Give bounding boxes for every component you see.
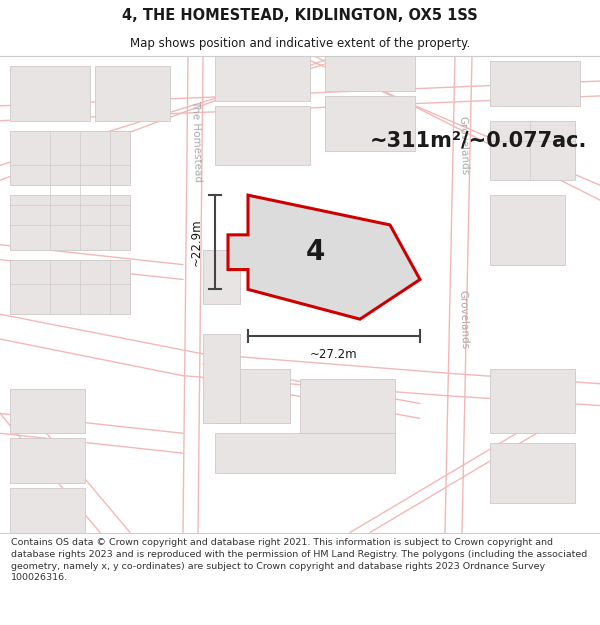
Polygon shape <box>10 488 85 532</box>
Text: Map shows position and indicative extent of the property.: Map shows position and indicative extent… <box>130 38 470 51</box>
Polygon shape <box>300 379 395 433</box>
Polygon shape <box>215 433 395 473</box>
Text: Grovelands: Grovelands <box>457 289 469 349</box>
Polygon shape <box>10 66 90 121</box>
Polygon shape <box>215 106 310 166</box>
Polygon shape <box>10 259 130 314</box>
Text: 4, THE HOMESTEAD, KIDLINGTON, OX5 1SS: 4, THE HOMESTEAD, KIDLINGTON, OX5 1SS <box>122 8 478 23</box>
Polygon shape <box>325 56 415 91</box>
Polygon shape <box>203 334 240 423</box>
Polygon shape <box>215 56 310 101</box>
Polygon shape <box>490 61 580 106</box>
Text: ~27.2m: ~27.2m <box>310 348 358 361</box>
Text: ~22.9m: ~22.9m <box>190 219 203 266</box>
Polygon shape <box>490 369 575 433</box>
Polygon shape <box>490 195 565 264</box>
Polygon shape <box>490 121 575 180</box>
Text: 4: 4 <box>306 239 326 266</box>
Text: The Homestead: The Homestead <box>190 99 202 182</box>
Polygon shape <box>215 369 290 423</box>
Polygon shape <box>325 96 415 151</box>
Text: Contains OS data © Crown copyright and database right 2021. This information is : Contains OS data © Crown copyright and d… <box>11 538 587 582</box>
Text: ~311m²/~0.077ac.: ~311m²/~0.077ac. <box>370 131 587 151</box>
Polygon shape <box>10 195 130 250</box>
Polygon shape <box>10 131 130 185</box>
Polygon shape <box>203 250 240 304</box>
Text: Grovelands: Grovelands <box>457 116 469 176</box>
Polygon shape <box>10 438 85 483</box>
Polygon shape <box>10 389 85 433</box>
Polygon shape <box>95 66 170 121</box>
Polygon shape <box>228 195 420 319</box>
Polygon shape <box>490 443 575 503</box>
